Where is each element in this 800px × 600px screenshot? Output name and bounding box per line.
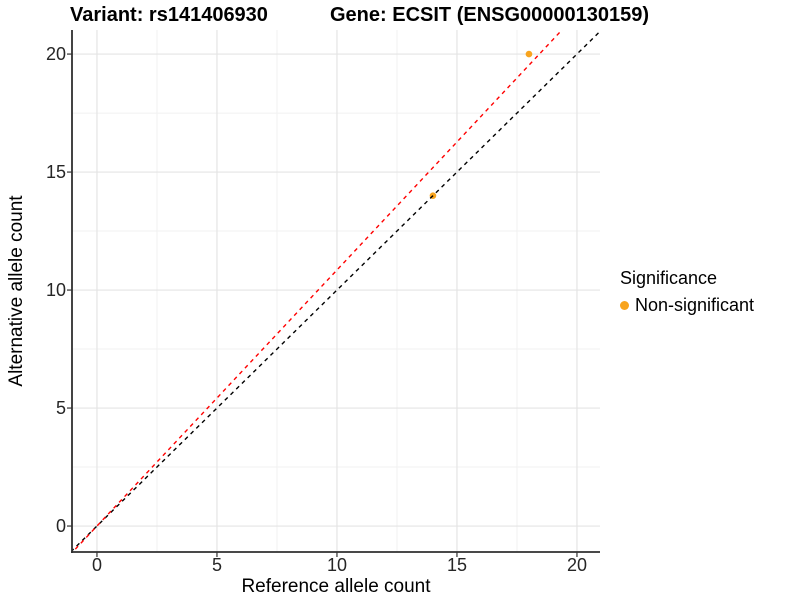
y-tick-label: 20 bbox=[45, 44, 66, 65]
legend-title: Significance bbox=[620, 268, 718, 288]
axis-lines bbox=[71, 30, 600, 553]
gene-title: Gene: ECSIT (ENSG00000130159) bbox=[330, 4, 650, 26]
legend-label: Non-significant bbox=[635, 294, 755, 315]
y-tick-label: 5 bbox=[55, 398, 66, 419]
tick-marks bbox=[67, 53, 578, 557]
identity-line bbox=[72, 30, 600, 552]
fit-line bbox=[72, 30, 563, 552]
legend: Significance Non-significant bbox=[620, 268, 754, 316]
reference-lines bbox=[72, 30, 600, 552]
y-axis-title: Alternative allele count bbox=[6, 195, 27, 387]
grid-major-lines bbox=[72, 30, 600, 552]
x-axis-title: Reference allele count bbox=[241, 576, 431, 597]
legend-point-icon bbox=[620, 300, 629, 310]
x-tick-label: 0 bbox=[91, 555, 102, 575]
x-tick-label: 20 bbox=[566, 555, 587, 575]
x-tick-label: 5 bbox=[211, 555, 222, 575]
y-tick-label: 15 bbox=[45, 162, 66, 183]
y-tick-label: 0 bbox=[55, 516, 66, 537]
grid-minor-lines bbox=[72, 30, 600, 552]
x-tick-label: 10 bbox=[326, 555, 347, 575]
legend-items: Non-significant bbox=[620, 294, 754, 316]
legend-item: Non-significant bbox=[620, 294, 754, 316]
data-point bbox=[525, 50, 533, 58]
y-tick-label: 10 bbox=[45, 280, 66, 301]
variant-title: Variant: rs141406930 bbox=[70, 4, 268, 26]
x-tick-label: 15 bbox=[446, 555, 467, 575]
